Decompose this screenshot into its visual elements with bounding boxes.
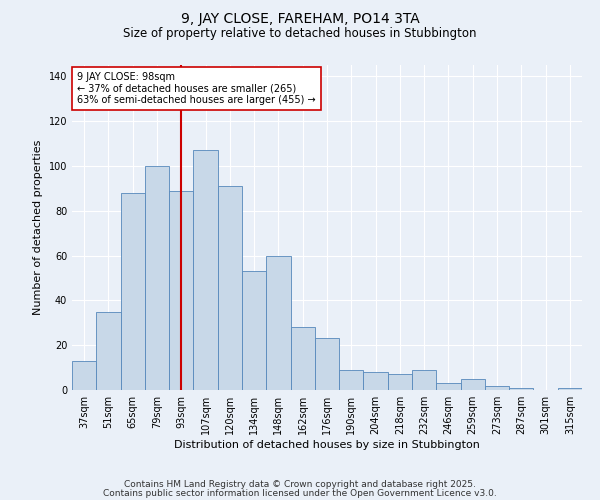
Text: 9 JAY CLOSE: 98sqm
← 37% of detached houses are smaller (265)
63% of semi-detach: 9 JAY CLOSE: 98sqm ← 37% of detached hou… — [77, 72, 316, 104]
Bar — [461, 379, 485, 390]
Text: Contains public sector information licensed under the Open Government Licence v3: Contains public sector information licen… — [103, 488, 497, 498]
Text: Contains HM Land Registry data © Crown copyright and database right 2025.: Contains HM Land Registry data © Crown c… — [124, 480, 476, 489]
Bar — [169, 190, 193, 390]
Bar — [145, 166, 169, 390]
Bar — [485, 386, 509, 390]
Text: 9, JAY CLOSE, FAREHAM, PO14 3TA: 9, JAY CLOSE, FAREHAM, PO14 3TA — [181, 12, 419, 26]
Bar — [509, 388, 533, 390]
Y-axis label: Number of detached properties: Number of detached properties — [33, 140, 43, 315]
Bar — [290, 327, 315, 390]
Bar — [315, 338, 339, 390]
Bar — [364, 372, 388, 390]
Bar — [72, 361, 96, 390]
Bar — [436, 384, 461, 390]
Bar — [266, 256, 290, 390]
X-axis label: Distribution of detached houses by size in Stubbington: Distribution of detached houses by size … — [174, 440, 480, 450]
Bar — [242, 271, 266, 390]
Bar — [339, 370, 364, 390]
Bar — [558, 388, 582, 390]
Bar — [412, 370, 436, 390]
Bar — [121, 193, 145, 390]
Text: Size of property relative to detached houses in Stubbington: Size of property relative to detached ho… — [123, 28, 477, 40]
Bar — [193, 150, 218, 390]
Bar — [218, 186, 242, 390]
Bar — [388, 374, 412, 390]
Bar — [96, 312, 121, 390]
